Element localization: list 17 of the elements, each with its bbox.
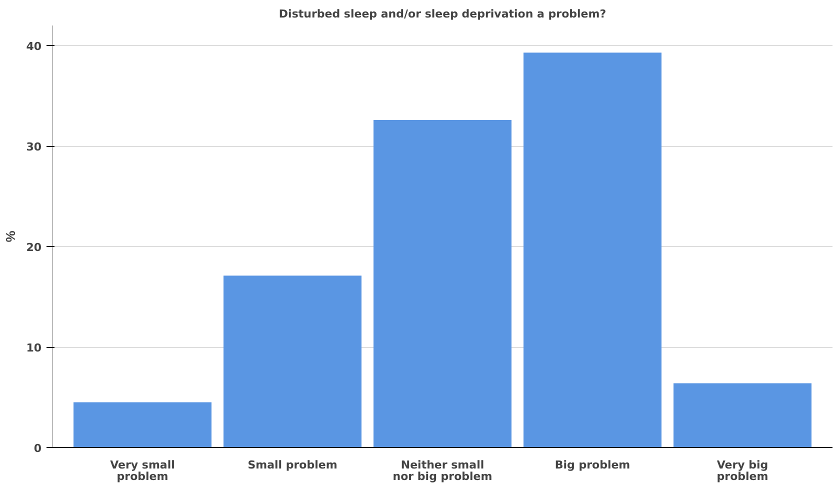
x-tick-label: Very small problem — [110, 458, 175, 484]
bar — [74, 402, 212, 448]
x-tick-label: Small problem — [248, 458, 338, 472]
x-tick-label: Very big problem — [716, 458, 768, 484]
bar — [224, 276, 362, 448]
y-tick-label: 40 — [26, 40, 42, 54]
bar — [374, 120, 512, 448]
chart-title: Disturbed sleep and/or sleep deprivation a problem? — [278, 8, 606, 20]
y-tick-label: 0 — [34, 442, 42, 455]
bar — [674, 383, 812, 448]
y-tick-label: 30 — [26, 140, 42, 154]
y-tick-label: 10 — [26, 342, 42, 355]
x-tick-label: Big problem — [554, 458, 630, 472]
x-tick-label: Neither small nor big problem — [392, 458, 492, 484]
y-tick-label: 20 — [26, 241, 42, 254]
y-axis-title: % — [3, 230, 18, 242]
bar — [524, 52, 662, 448]
